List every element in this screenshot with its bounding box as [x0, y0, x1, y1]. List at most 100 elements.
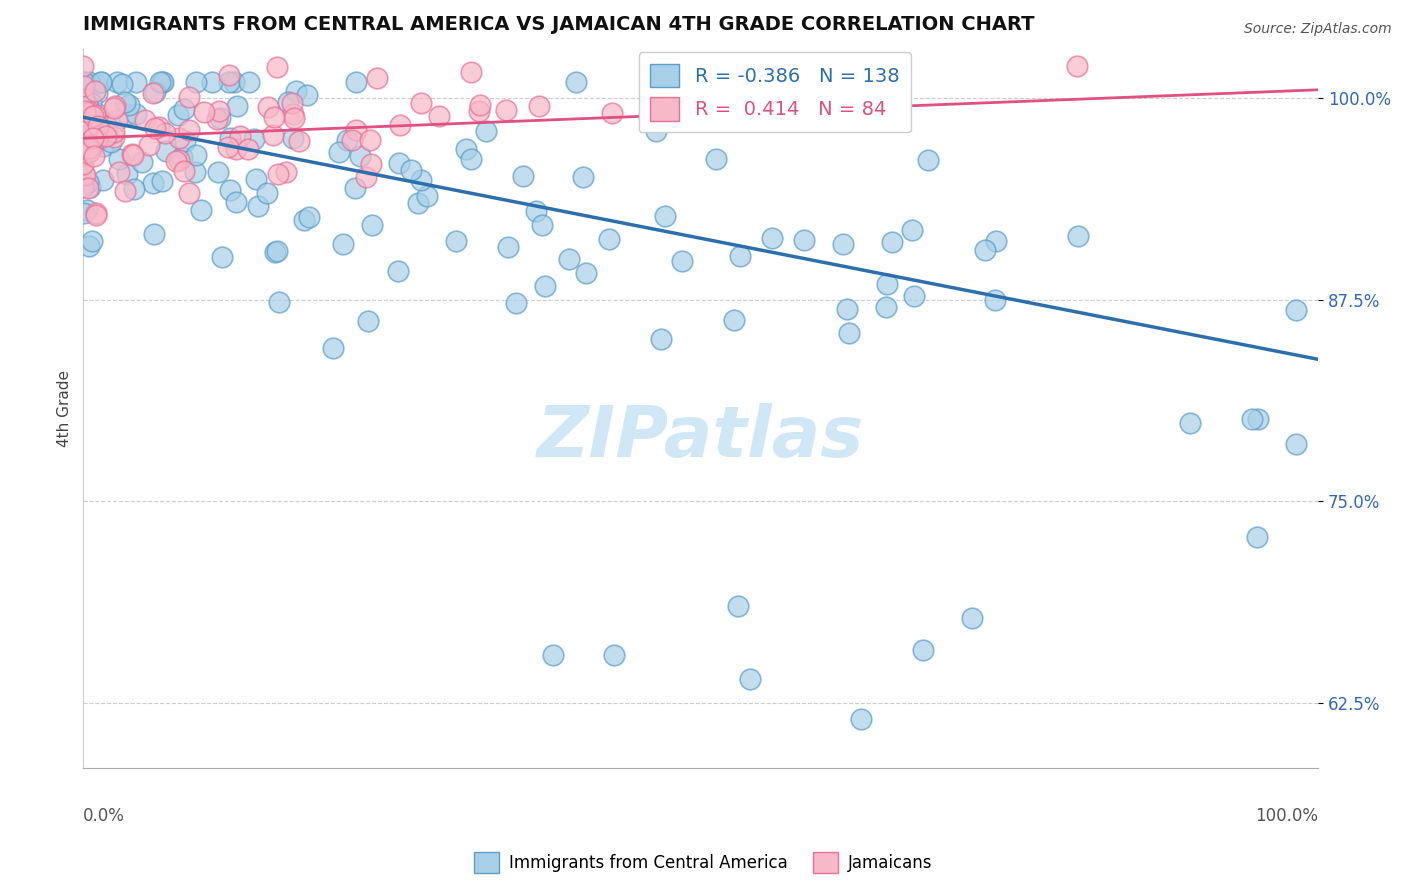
Point: [142, 87, 165, 101]
Point: [512, 169, 534, 183]
Point: [973, 243, 995, 257]
Point: [262, 128, 284, 142]
Point: [103, 101, 125, 115]
Point: [266, 244, 288, 259]
Point: [336, 133, 359, 147]
Point: [208, 103, 231, 118]
Point: [115, 107, 138, 121]
Point: [79, 104, 101, 119]
Point: [541, 648, 564, 662]
Point: [903, 288, 925, 302]
Point: [143, 121, 166, 136]
Point: [575, 267, 598, 281]
Point: [77, 141, 100, 155]
Point: [1285, 302, 1308, 317]
Point: [264, 245, 287, 260]
Point: [256, 100, 278, 114]
Point: [288, 134, 311, 148]
Point: [238, 75, 260, 89]
Point: [125, 107, 148, 121]
Point: [167, 153, 190, 167]
Point: [218, 75, 240, 89]
Point: [1247, 411, 1270, 425]
Point: [876, 277, 898, 292]
Text: IMMIGRANTS FROM CENTRAL AMERICA VS JAMAICAN 4TH GRADE CORRELATION CHART: IMMIGRANTS FROM CENTRAL AMERICA VS JAMAI…: [83, 15, 1035, 34]
Point: [207, 165, 229, 179]
Point: [360, 157, 382, 171]
Point: [344, 122, 367, 136]
Point: [205, 112, 228, 126]
Point: [496, 240, 519, 254]
Point: [446, 234, 468, 248]
Point: [256, 186, 278, 201]
Point: [274, 164, 297, 178]
Point: [79, 238, 101, 252]
Point: [875, 300, 897, 314]
Point: [236, 142, 259, 156]
Point: [80, 95, 103, 110]
Point: [115, 167, 138, 181]
Point: [654, 210, 676, 224]
Point: [87, 107, 110, 121]
Point: [90, 75, 112, 89]
Point: [186, 75, 208, 89]
Point: [388, 156, 411, 170]
Point: [209, 111, 232, 125]
Legend: Immigrants from Central America, Jamaicans: Immigrants from Central America, Jamaica…: [467, 846, 939, 880]
Point: [83, 108, 105, 122]
Text: ZIPatlas: ZIPatlas: [537, 403, 865, 472]
Point: [277, 95, 299, 110]
Point: [460, 65, 482, 79]
Point: [91, 173, 114, 187]
Point: [72, 78, 94, 93]
Point: [638, 109, 661, 123]
Point: [72, 157, 94, 171]
Point: [86, 87, 108, 101]
Point: [917, 153, 939, 168]
Point: [108, 165, 131, 179]
Point: [727, 599, 749, 614]
Point: [73, 104, 96, 119]
Point: [427, 109, 450, 123]
Point: [267, 295, 290, 310]
Point: [177, 90, 200, 104]
Point: [387, 263, 409, 277]
Point: [82, 109, 104, 123]
Point: [524, 204, 547, 219]
Point: [761, 231, 783, 245]
Point: [73, 92, 96, 106]
Point: [245, 171, 267, 186]
Point: [107, 152, 129, 166]
Point: [332, 237, 354, 252]
Point: [90, 75, 112, 89]
Point: [73, 75, 96, 89]
Point: [416, 189, 439, 203]
Point: [193, 104, 215, 119]
Point: [125, 75, 148, 89]
Point: [82, 123, 104, 137]
Point: [1241, 411, 1264, 425]
Point: [219, 131, 242, 145]
Point: [835, 302, 858, 317]
Point: [283, 111, 305, 125]
Point: [343, 181, 366, 195]
Point: [75, 118, 97, 132]
Point: [598, 232, 620, 246]
Point: [1066, 59, 1088, 73]
Point: [79, 119, 101, 133]
Point: [565, 75, 588, 89]
Point: [399, 162, 422, 177]
Point: [699, 106, 721, 120]
Point: [177, 186, 200, 200]
Point: [218, 68, 240, 82]
Point: [153, 126, 176, 140]
Point: [122, 182, 145, 196]
Point: [1246, 530, 1268, 544]
Point: [267, 168, 290, 182]
Point: [150, 75, 173, 89]
Point: [103, 130, 125, 145]
Point: [76, 145, 98, 160]
Point: [603, 648, 626, 662]
Point: [121, 147, 143, 161]
Point: [105, 75, 128, 89]
